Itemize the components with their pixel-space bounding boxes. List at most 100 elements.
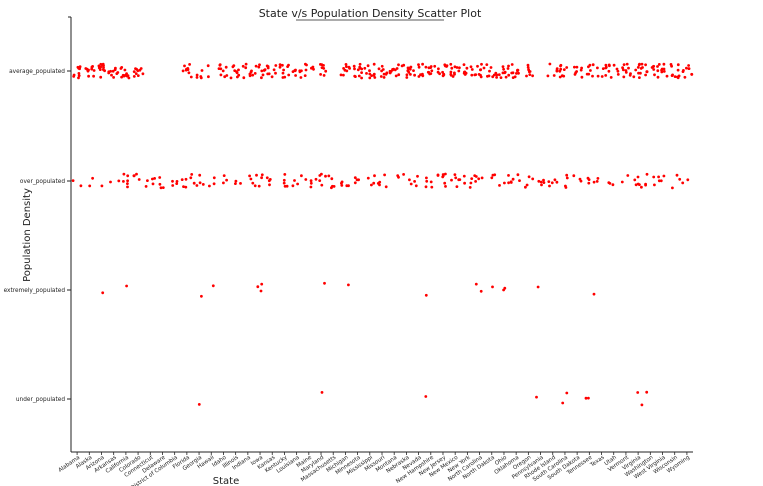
y-axis: average_populated over_populated extremely… — [4, 16, 72, 452]
data-point — [175, 180, 179, 183]
data-point — [463, 181, 466, 185]
data-point — [436, 173, 440, 177]
data-point — [256, 285, 260, 289]
data-point — [382, 76, 386, 79]
data-point — [671, 73, 674, 77]
data-point — [579, 68, 583, 72]
data-point — [218, 63, 222, 66]
data-point — [189, 176, 193, 180]
data-point — [468, 186, 472, 189]
data-point — [282, 68, 285, 72]
data-point — [547, 180, 551, 184]
data-point — [368, 69, 371, 73]
data-point — [136, 69, 140, 73]
data-point — [601, 67, 605, 70]
data-point — [645, 70, 649, 74]
data-point — [237, 68, 240, 72]
data-point — [636, 175, 640, 179]
data-point — [644, 73, 647, 77]
data-point — [559, 64, 562, 68]
data-point — [357, 74, 361, 78]
data-point — [257, 65, 261, 69]
data-point — [385, 71, 389, 75]
data-point — [562, 68, 566, 71]
data-point — [347, 283, 350, 287]
data-point — [258, 63, 261, 67]
data-point — [562, 74, 566, 78]
data-point — [474, 180, 477, 183]
data-point — [645, 172, 649, 176]
data-point — [561, 401, 565, 405]
data-point — [687, 67, 691, 70]
data-point — [77, 76, 80, 80]
data-point — [429, 72, 433, 75]
data-point — [671, 186, 674, 190]
data-point — [596, 177, 600, 180]
data-point — [223, 75, 227, 79]
data-point — [656, 65, 659, 68]
data-point — [609, 76, 613, 79]
data-point — [384, 185, 388, 189]
data-point — [638, 76, 641, 79]
data-point — [416, 174, 419, 178]
data-point — [257, 184, 261, 188]
data-point — [482, 66, 486, 70]
data-point — [109, 180, 112, 184]
data-point — [553, 178, 557, 182]
data-point — [153, 177, 157, 180]
data-point — [542, 181, 546, 185]
data-point — [690, 73, 694, 76]
data-point — [662, 62, 666, 66]
data-point — [234, 182, 237, 186]
data-point — [383, 173, 386, 177]
data-point — [417, 63, 420, 66]
data-point — [224, 65, 228, 69]
data-point — [462, 174, 466, 178]
data-point — [516, 68, 519, 72]
data-point — [406, 66, 410, 70]
data-point — [340, 181, 343, 185]
data-point — [409, 182, 413, 186]
data-point — [366, 176, 370, 180]
data-point — [217, 67, 221, 70]
data-point — [629, 72, 632, 76]
data-point — [377, 67, 381, 71]
data-point — [450, 66, 454, 70]
data-point — [234, 179, 238, 183]
data-point — [100, 184, 104, 188]
data-point — [455, 185, 459, 189]
data-point — [634, 183, 638, 187]
data-point — [184, 177, 188, 181]
data-point — [509, 180, 513, 184]
data-point — [506, 67, 510, 70]
data-point — [444, 172, 447, 176]
data-point — [122, 180, 125, 183]
data-point — [585, 72, 589, 76]
data-point — [182, 185, 185, 189]
data-point — [388, 71, 392, 75]
data-point — [79, 184, 83, 188]
data-point — [358, 62, 362, 66]
data-point — [141, 72, 145, 76]
data-point — [103, 69, 106, 73]
data-point — [656, 75, 660, 79]
data-point — [657, 175, 660, 179]
data-point — [330, 177, 334, 181]
data-point — [625, 62, 629, 66]
data-point — [287, 73, 291, 77]
data-point — [342, 67, 345, 70]
data-point — [132, 174, 136, 178]
data-point — [299, 76, 303, 79]
data-point — [249, 177, 253, 181]
data-point — [134, 72, 138, 75]
data-point — [87, 74, 90, 78]
data-point — [283, 173, 287, 176]
data-point — [424, 185, 428, 189]
data-point — [409, 65, 413, 69]
data-point — [345, 69, 349, 73]
data-point — [436, 70, 440, 74]
data-point — [99, 75, 103, 79]
data-point — [268, 183, 271, 187]
data-point — [507, 64, 510, 68]
data-point — [470, 68, 474, 71]
